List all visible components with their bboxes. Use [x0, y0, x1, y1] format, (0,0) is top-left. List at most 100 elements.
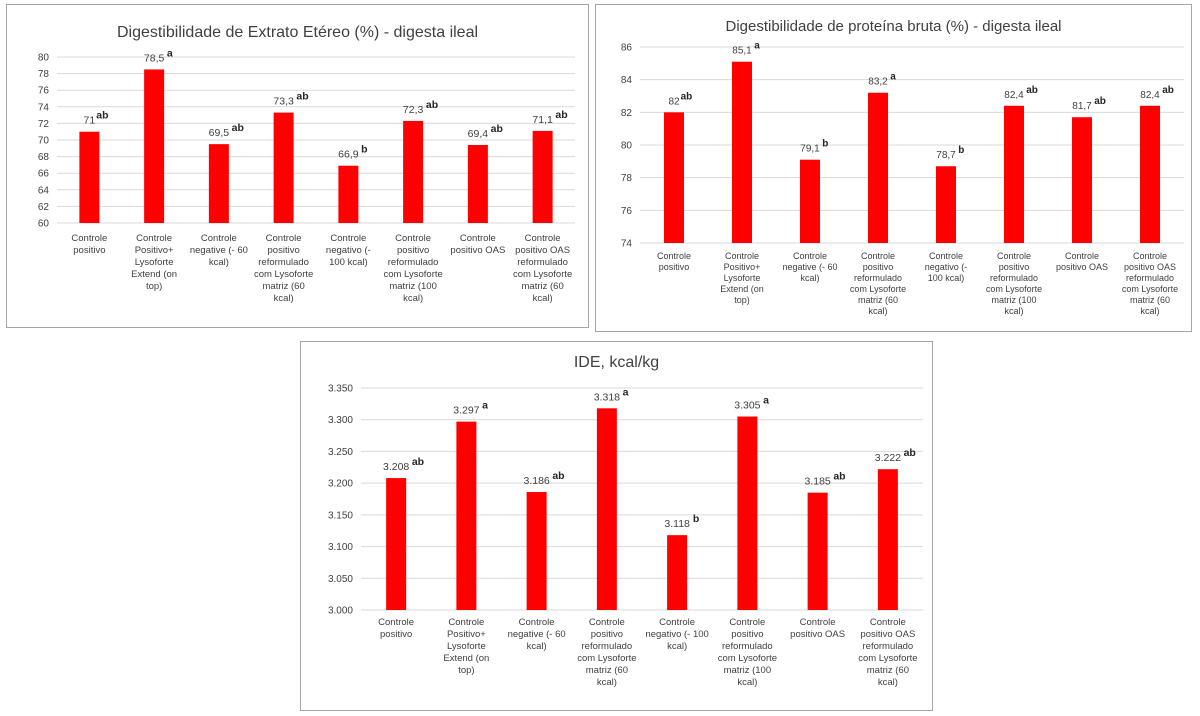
category-label-line: positivo [731, 629, 763, 640]
category-label: Controle positivo OAS [1056, 251, 1108, 272]
category-label-line: positivo OAS [860, 629, 915, 640]
category-label-line: kcal) [1140, 306, 1159, 316]
data-label: 3.186 [523, 475, 549, 487]
category-label-line: kcal) [800, 273, 819, 283]
significance-letter: ab [904, 447, 916, 459]
category-label-line: positivo [380, 629, 412, 640]
category-label-line: Lysoforte [135, 257, 174, 268]
category-label-line: com Lysoforte [986, 284, 1042, 294]
data-label: 73,3 [273, 96, 294, 108]
category-label-line: reformulado [990, 273, 1038, 283]
category-label: Controle positivo reformulado com Lysoforte… [850, 251, 906, 316]
data-label: 3.222 [875, 452, 901, 464]
category-label-line: matriz (60 [522, 281, 564, 292]
bar [868, 92, 888, 243]
gridlines [361, 387, 923, 611]
category-label-line: negativo (- [925, 262, 968, 272]
category-label-line: com Lysoforte [383, 269, 442, 280]
category-label: Controle Positivo+ Lysoforte Extend (on top) [443, 617, 489, 676]
significance-letter: a [754, 41, 760, 52]
category-label-line: Controle [725, 251, 759, 261]
y-axis-tick-labels: 60 62 64 66 68 70 72 74 76 78 80 [38, 53, 50, 230]
significance-letter: ab [552, 470, 564, 482]
data-label: 3.208 [383, 461, 409, 473]
category-label-line: Controle [266, 233, 302, 244]
category-label-line: top) [734, 295, 750, 305]
category-label-line: positivo OAS [515, 245, 570, 256]
category-label-line: negativo (- 100 [645, 629, 708, 640]
gridlines [57, 56, 575, 224]
y-tick-label: 80 [38, 53, 50, 64]
bar [936, 166, 956, 243]
chart-title: IDE, kcal/kg [574, 354, 659, 371]
bar [1140, 105, 1160, 243]
data-label: 69,5 [209, 127, 230, 139]
chart-panel-extrato-etereo: Digestibilidade de Extrato Etéreo (%) - … [6, 4, 589, 328]
category-label-line: Extend (on [131, 269, 177, 280]
category-label-line: 100 kcal) [928, 273, 965, 283]
bar [1004, 105, 1024, 243]
category-label-line: kcal) [533, 293, 553, 304]
category-label: Controle positivo OAS [790, 617, 845, 640]
y-tick-label: 70 [38, 136, 50, 147]
category-label-line: Extend (on [443, 653, 489, 664]
category-label: Controle positivo [378, 617, 414, 640]
category-label-line: Controle [201, 233, 237, 244]
bars [386, 408, 898, 610]
significance-letter: a [167, 47, 173, 59]
chart-proteina-bruta: Digestibilidade de proteína bruta (%) - … [621, 18, 1184, 316]
category-label-line: negativo (- [326, 245, 371, 256]
chart-title: Digestibilidade de proteína bruta (%) - … [725, 18, 1061, 35]
category-label: Controle negativo (- 100 kcal) [645, 617, 708, 652]
category-label-line: positivo OAS [1056, 262, 1108, 272]
category-label-line: Lysoforte [447, 641, 486, 652]
bar [456, 421, 477, 610]
category-label-line: Controle [589, 617, 625, 628]
significance-letter: b [958, 145, 964, 156]
category-label-line: reformulado [722, 641, 773, 652]
category-label-line: matriz (60 [858, 295, 898, 305]
bar [273, 112, 294, 223]
category-label-line: matriz (60 [263, 281, 305, 292]
bars [664, 61, 1160, 244]
category-label-line: reformulado [854, 273, 902, 283]
significance-letter: ab [1162, 85, 1174, 96]
category-label: Controle positivo reformulado com Lysoforte… [718, 617, 777, 688]
chart-panel-proteina-bruta: Digestibilidade de proteína bruta (%) - … [595, 4, 1192, 332]
category-label-line: Controle [929, 251, 963, 261]
category-label-line: Controle [395, 233, 431, 244]
category-label-line: Controle [136, 233, 172, 244]
category-label-line: top) [458, 665, 474, 676]
category-label-line: matriz (100 [724, 665, 772, 676]
category-label-line: positivo OAS [450, 245, 505, 256]
category-label-line: kcal) [403, 293, 423, 304]
category-label-line: com Lysoforte [718, 653, 777, 664]
data-label: 3.185 [804, 476, 830, 488]
y-tick-label: 74 [38, 102, 50, 113]
value-labels: 3.208 ab3.297 a3.186 ab3.318 a3.118 b3.305 a3.… [383, 386, 916, 530]
bar [877, 469, 898, 610]
data-label: 3.297 [453, 405, 479, 417]
category-label-line: com Lysoforte [577, 653, 636, 664]
category-label-line: Controle [460, 233, 496, 244]
category-label-line: positivo [397, 245, 429, 256]
category-label-line: matriz (60 [1130, 295, 1170, 305]
category-label-line: positivo [73, 245, 105, 256]
y-tick-label: 82 [621, 108, 633, 119]
significance-letter: ab [426, 99, 438, 111]
bar [737, 416, 758, 610]
bar [800, 159, 820, 243]
category-label-line: reformulado [517, 257, 568, 268]
bar [79, 131, 100, 223]
category-label-line: Positivo+ [135, 245, 174, 256]
category-label-line: kcal) [1004, 306, 1023, 316]
category-label-line: negative (- 60 [508, 629, 566, 640]
category-label-line: positivo [591, 629, 623, 640]
data-label: 78,7 [936, 150, 956, 161]
category-label-line: com Lysoforte [858, 653, 917, 664]
y-tick-label: 76 [621, 206, 633, 217]
category-label-line: positivo [999, 262, 1030, 272]
bar [667, 535, 688, 610]
